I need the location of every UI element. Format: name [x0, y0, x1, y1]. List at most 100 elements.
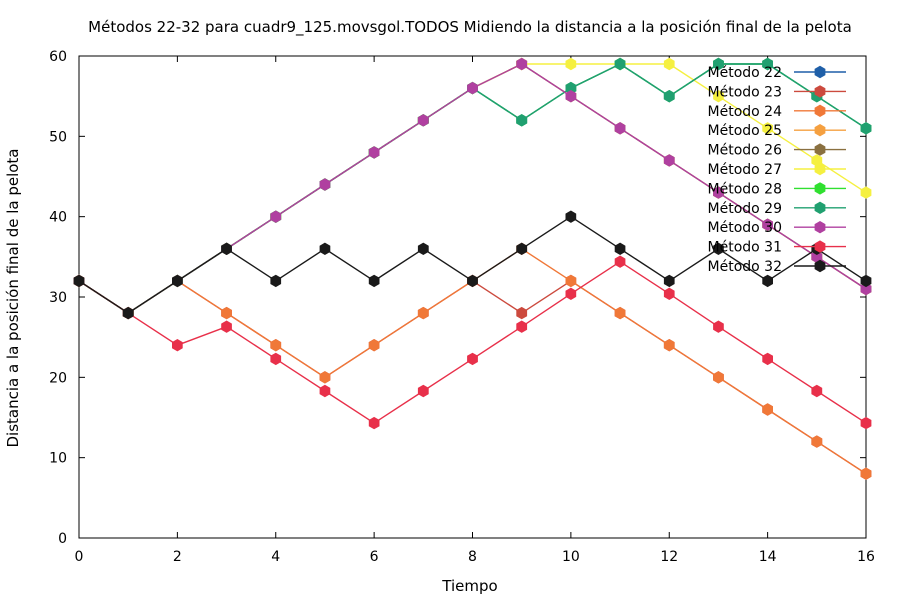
- data-point: [516, 57, 528, 71]
- legend-item: Método 32: [708, 259, 846, 275]
- legend-marker: [814, 259, 826, 273]
- data-point: [172, 274, 183, 288]
- data-point: [467, 81, 478, 95]
- legend-marker: [814, 104, 826, 117]
- data-point: [762, 352, 773, 366]
- data-point: [73, 274, 85, 288]
- data-point: [762, 57, 773, 71]
- y-tick-label: 60: [49, 49, 67, 65]
- legend-marker: [814, 65, 826, 79]
- y-tick-label: 20: [49, 370, 67, 386]
- data-point: [368, 416, 380, 430]
- data-point: [860, 467, 872, 480]
- legend-marker: [814, 85, 826, 98]
- data-point: [368, 339, 380, 352]
- data-point: [122, 306, 134, 320]
- legend-marker: [814, 182, 826, 195]
- legend-label: Método 29: [708, 201, 782, 217]
- data-point: [614, 306, 626, 320]
- data-point: [614, 57, 626, 71]
- y-tick-label: 40: [49, 210, 67, 226]
- legend-marker: [814, 221, 826, 234]
- data-point: [368, 274, 380, 288]
- data-point: [221, 306, 232, 320]
- data-point: [663, 274, 675, 288]
- legend-label: Método 30: [708, 220, 782, 236]
- y-tick-label: 50: [49, 129, 67, 145]
- data-point: [368, 146, 380, 159]
- series-9: [73, 57, 872, 320]
- data-point: [565, 287, 577, 300]
- series-line: [78, 280, 867, 475]
- legend-marker: [814, 124, 826, 137]
- data-point: [663, 57, 675, 71]
- data-point: [516, 306, 528, 320]
- data-point: [417, 242, 429, 255]
- data-point: [860, 186, 872, 199]
- data-point: [417, 384, 429, 398]
- legend-item: Método 29: [708, 201, 846, 217]
- y-tick-label: 30: [49, 290, 67, 306]
- data-point: [270, 352, 282, 366]
- x-tick-label: 0: [75, 549, 84, 565]
- data-point: [762, 122, 773, 135]
- data-point: [860, 122, 872, 135]
- data-point: [811, 435, 823, 448]
- data-point: [860, 282, 872, 296]
- data-point: [713, 371, 724, 384]
- data-point: [860, 274, 872, 288]
- data-point: [811, 384, 823, 398]
- data-point: [713, 320, 724, 333]
- legend: Método 22 Método 23 Método 24 Método 25 Méto…: [708, 65, 846, 275]
- data-point: [860, 416, 872, 430]
- legend-label: Método 23: [708, 84, 782, 100]
- legend-marker: [814, 143, 826, 156]
- chart-title: Métodos 22-32 para cuadr9_125.movsgol.TO…: [88, 18, 852, 37]
- data-point: [565, 90, 577, 103]
- series-3: [73, 242, 872, 480]
- data-point: [713, 57, 724, 71]
- data-point: [762, 403, 773, 416]
- legend-item: Método 25: [708, 123, 846, 139]
- legend-label: Método 24: [708, 104, 783, 120]
- legend-label: Método 22: [708, 65, 782, 81]
- data-point: [565, 57, 577, 71]
- data-point: [516, 114, 528, 127]
- data-point: [516, 242, 528, 255]
- data-point: [663, 287, 675, 300]
- data-point: [614, 122, 626, 135]
- legend-item: Método 23: [708, 84, 846, 100]
- x-tick-label: 8: [468, 549, 477, 565]
- x-tick-label: 14: [759, 549, 777, 565]
- data-point: [417, 114, 429, 127]
- x-tick-label: 4: [271, 549, 280, 565]
- y-axis-label: Distancia a la posición final de la pelo…: [4, 148, 22, 447]
- series-2: [73, 274, 872, 480]
- legend-item: Método 28: [708, 181, 846, 197]
- series-11: [73, 210, 872, 320]
- x-tick-label: 16: [857, 549, 875, 565]
- data-point: [663, 90, 675, 103]
- x-tick-label: 6: [370, 549, 379, 565]
- legend-label: Método 32: [708, 259, 782, 275]
- legend-item: Método 26: [708, 143, 846, 159]
- x-tick-label: 2: [173, 549, 182, 565]
- data-point: [319, 242, 331, 255]
- data-point: [467, 274, 478, 288]
- legend-marker: [814, 201, 826, 214]
- data-point: [516, 320, 528, 333]
- legend-item: Método 27: [708, 162, 846, 178]
- legend-marker: [814, 162, 826, 176]
- data-point: [663, 154, 675, 167]
- data-point: [221, 242, 232, 255]
- data-point: [565, 210, 577, 223]
- data-point: [467, 352, 478, 366]
- legend-label: Método 25: [708, 123, 782, 139]
- legend-item: Método 24: [708, 104, 846, 120]
- legend-label: Método 26: [708, 143, 783, 159]
- data-point: [270, 339, 282, 352]
- data-point: [319, 178, 331, 191]
- y-tick-label: 10: [49, 451, 67, 467]
- legend-item: Método 30: [708, 220, 846, 236]
